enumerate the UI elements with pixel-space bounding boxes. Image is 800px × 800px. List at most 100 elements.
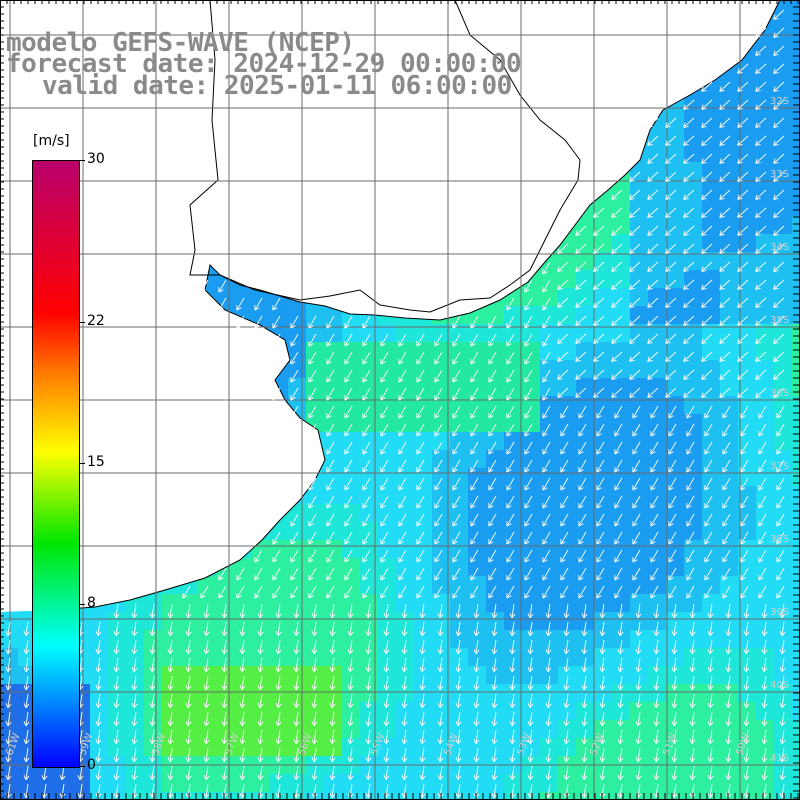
wind-arrow — [511, 603, 515, 618]
wind-arrow-head — [632, 415, 638, 419]
ocean-cell — [738, 198, 756, 216]
wind-arrow-head — [655, 613, 660, 619]
wind-arrow — [470, 369, 479, 383]
wind-arrow — [277, 693, 281, 708]
wind-arrow-head — [683, 338, 686, 344]
wind-arrow-head — [647, 306, 653, 308]
wind-arrow-head — [683, 198, 689, 200]
wind-arrow — [737, 351, 749, 362]
wind-arrow — [701, 225, 713, 236]
wind-arrow-head — [308, 397, 314, 401]
wind-arrow-head — [581, 649, 585, 655]
wind-arrow-head — [259, 757, 264, 763]
wind-arrow-head — [398, 379, 404, 383]
wind-arrow-head — [629, 324, 635, 326]
ocean-cell — [414, 594, 432, 612]
wind-arrow — [578, 531, 587, 545]
wind-arrow-head — [755, 36, 761, 38]
ocean-cell — [558, 306, 576, 324]
ocean-cell — [162, 612, 180, 630]
wind-arrow-head — [629, 378, 635, 380]
wind-arrow-head — [473, 757, 477, 763]
wind-arrow-head — [185, 703, 189, 709]
wind-arrow-head — [488, 469, 494, 473]
wind-arrow-head — [773, 324, 779, 326]
ocean-cell — [126, 612, 144, 630]
ocean-cell — [108, 684, 126, 702]
wind-arrow-head — [509, 685, 513, 691]
wind-arrow-head — [665, 284, 668, 290]
wind-arrow-head — [709, 613, 714, 619]
wind-arrow — [488, 351, 497, 365]
wind-arrow — [25, 621, 29, 636]
wind-arrow-head — [650, 415, 656, 419]
wind-arrow — [683, 207, 695, 218]
wind-arrow — [187, 657, 191, 672]
ocean-cell — [558, 486, 576, 504]
ocean-cell — [342, 594, 360, 612]
wind-arrow-head — [671, 667, 675, 673]
ocean-cell — [18, 738, 36, 756]
wind-arrow-head — [575, 248, 578, 254]
wind-arrow-head — [185, 739, 189, 745]
wind-arrow — [416, 405, 425, 419]
wind-arrow-head — [773, 18, 779, 20]
wind-arrow — [223, 729, 227, 744]
wind-arrow-head — [434, 433, 440, 437]
wind-arrow-head — [221, 649, 225, 655]
wind-arrow — [655, 603, 659, 618]
ocean-cell — [594, 450, 612, 468]
ocean-cell — [468, 414, 486, 432]
wind-arrow-head — [5, 649, 9, 655]
wind-arrow-head — [617, 721, 621, 727]
wind-arrow-head — [475, 649, 480, 655]
ocean-cell — [738, 576, 756, 594]
ocean-cell — [486, 450, 504, 468]
wind-arrow — [557, 351, 569, 362]
wind-arrow — [737, 297, 749, 308]
ocean-cell — [558, 504, 576, 522]
wind-arrow — [637, 711, 641, 726]
wind-arrow-head — [347, 649, 351, 655]
wind-arrow — [650, 477, 659, 491]
wind-arrow-head — [290, 397, 296, 401]
wind-arrow — [755, 81, 767, 92]
wind-arrow-head — [187, 649, 192, 655]
wind-arrow — [737, 279, 749, 290]
wind-arrow-head — [611, 356, 614, 362]
ocean-cell — [162, 774, 180, 792]
wind-arrow-head — [557, 342, 563, 344]
ocean-cell — [522, 486, 540, 504]
wind-arrow-head — [758, 577, 764, 581]
wind-arrow — [272, 531, 281, 545]
ocean-cell — [486, 702, 504, 720]
ocean-cell — [522, 288, 540, 306]
wind-arrow-head — [581, 631, 585, 637]
wind-arrow-head — [701, 302, 704, 308]
wind-arrow-head — [380, 541, 386, 545]
ocean-cell — [342, 576, 360, 594]
wind-arrow-head — [455, 739, 459, 745]
ocean-cell — [612, 414, 630, 432]
ocean-cell — [792, 0, 800, 18]
wind-arrow — [547, 657, 551, 672]
wind-arrow-head — [529, 631, 534, 637]
wind-arrow-head — [614, 505, 620, 509]
ocean-cell — [666, 288, 684, 306]
wind-arrow — [619, 711, 623, 726]
wind-arrow-head — [686, 505, 692, 509]
wind-arrow — [647, 351, 659, 362]
wind-arrow-head — [737, 356, 740, 362]
ocean-cell — [576, 504, 594, 522]
ocean-cell — [90, 648, 108, 666]
ocean-cell — [414, 774, 432, 792]
wind-arrow-head — [401, 667, 405, 673]
ocean-cell — [684, 720, 702, 738]
wind-arrow-head — [575, 342, 581, 344]
wind-arrow — [776, 531, 785, 545]
ocean-cell — [252, 684, 270, 702]
wind-arrow-head — [97, 739, 102, 745]
wind-arrow — [722, 549, 731, 563]
wind-arrow-head — [542, 361, 548, 365]
ocean-cell — [774, 432, 792, 450]
